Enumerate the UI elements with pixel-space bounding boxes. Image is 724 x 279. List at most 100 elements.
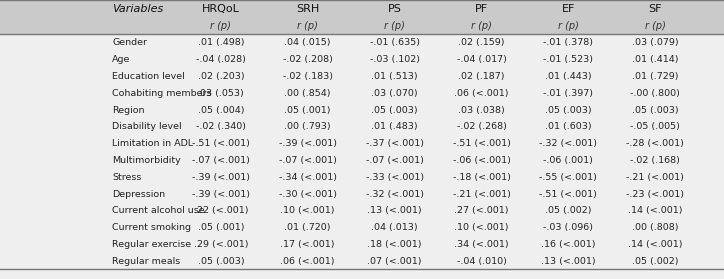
Bar	[0, 0, 724, 33]
Text: r (p): r (p)	[384, 21, 405, 31]
Text: -.39 (<.001): -.39 (<.001)	[192, 190, 250, 199]
Text: -.07 (<.001): -.07 (<.001)	[366, 156, 424, 165]
Text: r (p): r (p)	[558, 21, 578, 31]
Text: -.32 (<.001): -.32 (<.001)	[366, 190, 424, 199]
Text: .10 (<.001): .10 (<.001)	[454, 223, 509, 232]
Text: Variables: Variables	[112, 4, 164, 14]
Text: -.30 (<.001): -.30 (<.001)	[279, 190, 337, 199]
Text: .04 (.015): .04 (.015)	[285, 38, 331, 47]
Text: .03 (.038): .03 (.038)	[458, 105, 505, 115]
Text: -.01 (.635): -.01 (.635)	[369, 38, 420, 47]
Text: -.04 (.010): -.04 (.010)	[457, 257, 506, 266]
Text: -.51 (<.001): -.51 (<.001)	[539, 190, 597, 199]
Text: -.39 (<.001): -.39 (<.001)	[192, 173, 250, 182]
Text: Disability level: Disability level	[112, 122, 182, 131]
Text: -.04 (.017): -.04 (.017)	[457, 55, 506, 64]
Text: .05 (.001): .05 (.001)	[198, 223, 244, 232]
Text: PF: PF	[475, 4, 488, 14]
Text: -.07 (<.001): -.07 (<.001)	[279, 156, 337, 165]
Text: .05 (.002): .05 (.002)	[632, 257, 678, 266]
Text: -.05 (.005): -.05 (.005)	[631, 122, 680, 131]
Text: -.02 (.268): -.02 (.268)	[457, 122, 506, 131]
Text: r (p): r (p)	[645, 21, 665, 31]
Text: r (p): r (p)	[211, 21, 231, 31]
Text: Region: Region	[112, 105, 145, 115]
Text: -.21 (<.001): -.21 (<.001)	[452, 190, 510, 199]
Text: Depression: Depression	[112, 190, 165, 199]
Text: .05 (.001): .05 (.001)	[285, 105, 331, 115]
Text: -.55 (<.001): -.55 (<.001)	[539, 173, 597, 182]
Text: -.23 (<.001): -.23 (<.001)	[626, 190, 684, 199]
Text: PS: PS	[387, 4, 402, 14]
Text: .13 (<.001): .13 (<.001)	[367, 206, 422, 215]
Text: -.18 (<.001): -.18 (<.001)	[452, 173, 510, 182]
Text: -.04 (.028): -.04 (.028)	[196, 55, 245, 64]
Text: -.37 (<.001): -.37 (<.001)	[366, 139, 424, 148]
Text: Limitation in ADL: Limitation in ADL	[112, 139, 193, 148]
Text: .03 (.079): .03 (.079)	[632, 38, 678, 47]
Text: r (p): r (p)	[298, 21, 318, 31]
Text: .02 (.203): .02 (.203)	[198, 72, 244, 81]
Text: EF: EF	[562, 4, 575, 14]
Text: .03 (.053): .03 (.053)	[198, 89, 244, 98]
Text: HRQoL: HRQoL	[202, 4, 240, 14]
Text: .29 (<.001): .29 (<.001)	[193, 240, 248, 249]
Text: .01 (.498): .01 (.498)	[198, 38, 244, 47]
Text: Age: Age	[112, 55, 130, 64]
Text: Stress: Stress	[112, 173, 142, 182]
Text: .00 (.793): .00 (.793)	[285, 122, 331, 131]
Text: -.21 (<.001): -.21 (<.001)	[626, 173, 684, 182]
Text: .05 (.004): .05 (.004)	[198, 105, 244, 115]
Text: -.07 (<.001): -.07 (<.001)	[192, 156, 250, 165]
Text: -.01 (.397): -.01 (.397)	[543, 89, 594, 98]
Text: .05 (.003): .05 (.003)	[371, 105, 418, 115]
Text: Cohabiting members: Cohabiting members	[112, 89, 211, 98]
Text: SF: SF	[649, 4, 662, 14]
Text: Multimorbidity: Multimorbidity	[112, 156, 181, 165]
Text: -.33 (<.001): -.33 (<.001)	[366, 173, 424, 182]
Text: -.06 (<.001): -.06 (<.001)	[452, 156, 510, 165]
Text: .01 (.513): .01 (.513)	[371, 72, 418, 81]
Text: -.01 (.378): -.01 (.378)	[543, 38, 594, 47]
Text: .04 (.013): .04 (.013)	[371, 223, 418, 232]
Text: -.06 (.001): -.06 (.001)	[544, 156, 593, 165]
Text: .05 (.002): .05 (.002)	[545, 206, 592, 215]
Text: SRH: SRH	[296, 4, 319, 14]
Text: Current smoking: Current smoking	[112, 223, 191, 232]
Text: -.02 (.168): -.02 (.168)	[631, 156, 680, 165]
Text: -.02 (.340): -.02 (.340)	[195, 122, 246, 131]
Text: r (p): r (p)	[471, 21, 492, 31]
Text: Regular meals: Regular meals	[112, 257, 180, 266]
Text: .17 (<.001): .17 (<.001)	[280, 240, 335, 249]
Text: -.02 (.208): -.02 (.208)	[283, 55, 332, 64]
Text: .05 (.003): .05 (.003)	[198, 257, 244, 266]
Text: .01 (.414): .01 (.414)	[632, 55, 678, 64]
Text: Regular exercise: Regular exercise	[112, 240, 191, 249]
Text: -.01 (.523): -.01 (.523)	[543, 55, 594, 64]
Text: Education level: Education level	[112, 72, 185, 81]
Text: Gender: Gender	[112, 38, 147, 47]
Text: .02 (.159): .02 (.159)	[458, 38, 505, 47]
Text: .07 (<.001): .07 (<.001)	[367, 257, 422, 266]
Text: .34 (<.001): .34 (<.001)	[454, 240, 509, 249]
Text: .14 (<.001): .14 (<.001)	[628, 240, 683, 249]
Text: .01 (.603): .01 (.603)	[545, 122, 592, 131]
Text: .01 (.720): .01 (.720)	[285, 223, 331, 232]
Text: .05 (.003): .05 (.003)	[632, 105, 678, 115]
Text: -.00 (.800): -.00 (.800)	[631, 89, 680, 98]
Text: .02 (.187): .02 (.187)	[458, 72, 505, 81]
Text: .06 (<.001): .06 (<.001)	[454, 89, 509, 98]
Text: -.39 (<.001): -.39 (<.001)	[279, 139, 337, 148]
Text: .03 (.070): .03 (.070)	[371, 89, 418, 98]
Text: .06 (<.001): .06 (<.001)	[280, 257, 335, 266]
Text: .22 (<.001): .22 (<.001)	[193, 206, 248, 215]
Text: -.28 (<.001): -.28 (<.001)	[626, 139, 684, 148]
Text: .18 (<.001): .18 (<.001)	[367, 240, 422, 249]
Text: -.32 (<.001): -.32 (<.001)	[539, 139, 597, 148]
Text: .05 (.003): .05 (.003)	[545, 105, 592, 115]
Text: .13 (<.001): .13 (<.001)	[541, 257, 596, 266]
Text: .16 (<.001): .16 (<.001)	[541, 240, 596, 249]
Text: -.03 (.102): -.03 (.102)	[369, 55, 420, 64]
Text: -.02 (.183): -.02 (.183)	[282, 72, 333, 81]
Text: -.03 (.096): -.03 (.096)	[543, 223, 594, 232]
